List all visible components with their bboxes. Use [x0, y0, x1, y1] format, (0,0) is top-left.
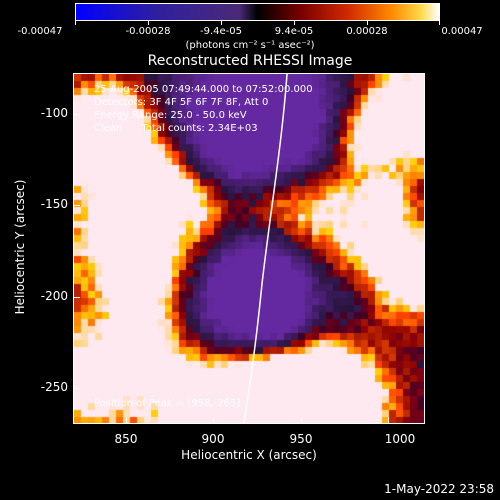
info-time: 25-Aug-2005 07:49:44.000 to 07:52:00.000	[94, 84, 313, 95]
colorbar-tick	[367, 21, 368, 25]
y-tick	[73, 297, 80, 298]
y-tick-label: -100	[40, 106, 68, 120]
x-tick	[213, 417, 214, 424]
x-tick-label: 1000	[384, 432, 416, 446]
x-tick	[388, 417, 389, 424]
colorbar-tick-label: 0.00028	[346, 26, 388, 37]
colorbar-tick	[439, 21, 440, 25]
colorbar-tick-label: 0.00047	[441, 26, 483, 37]
x-tick-label: 900	[201, 432, 225, 446]
colorbar-tick	[221, 21, 222, 25]
colorbar-tick-label: -9.4e-05	[200, 26, 242, 37]
colorbar-units: (photons cm⁻² s⁻¹ asec⁻²)	[185, 40, 315, 51]
info-energy: Energy Range: 25.0 - 50.0 keV	[94, 110, 247, 121]
y-tick-label: -200	[40, 289, 68, 303]
colorbar-tick-label: -0.00028	[125, 26, 171, 37]
x-tick-label: 950	[289, 432, 313, 446]
colorbar-tick	[75, 21, 76, 25]
y-tick-label: -150	[40, 197, 68, 211]
info-clean: Clean Total counts: 2.34E+03	[94, 123, 258, 134]
colorbar-tick	[294, 21, 295, 25]
y-tick	[73, 388, 80, 389]
colorbar-tick	[148, 21, 149, 25]
x-tick-label: 850	[114, 432, 138, 446]
plot-title: Reconstructed RHESSI Image	[147, 53, 353, 69]
y-axis-title: Heliocentric Y (arcsec)	[13, 179, 27, 315]
x-tick	[126, 417, 127, 424]
info-detectors: Detectors: 3F 4F 5F 6F 7F 8F, Att 0	[94, 97, 269, 108]
solar-limb	[243, 74, 288, 423]
timestamp: 1-May-2022 23:58	[384, 482, 494, 496]
x-axis-title: Heliocentric X (arcsec)	[181, 448, 317, 462]
image-plot	[73, 73, 425, 424]
y-tick	[73, 114, 80, 115]
info-peak: Position of Peak = [958,-265]	[94, 398, 241, 409]
colorbar-tick-label: -0.00047	[17, 26, 63, 37]
colorbar-gradient	[76, 4, 439, 20]
y-tick	[73, 205, 80, 206]
x-tick	[301, 417, 302, 424]
y-tick-label: -250	[40, 380, 68, 394]
colorbar	[75, 3, 440, 21]
colorbar-tick-label: 9.4e-05	[274, 26, 314, 37]
flux-image	[74, 74, 424, 423]
